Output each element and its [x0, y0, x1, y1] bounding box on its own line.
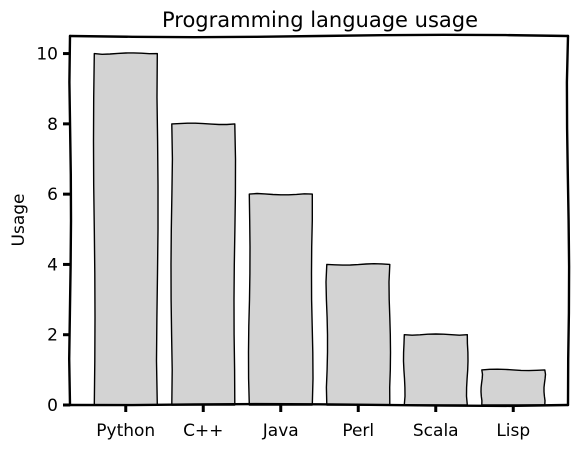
y-tick-label: 2 [47, 326, 58, 346]
bar-python [92, 52, 159, 406]
x-tick-label: Scala [413, 421, 459, 441]
x-axis-ticks: Python C++ Java Perl Scala Lisp [96, 405, 530, 441]
spine-top [68, 33, 570, 39]
spine-bottom [68, 402, 570, 408]
spine-right [565, 34, 571, 407]
y-tick-label: 10 [36, 45, 58, 65]
chart-title: Programming language usage [162, 8, 478, 32]
plot-frame [67, 33, 571, 408]
x-tick-label: Python [96, 421, 155, 441]
x-tick-label: Perl [342, 421, 374, 441]
y-tick-label: 0 [47, 396, 58, 416]
x-tick-label: C++ [183, 421, 223, 441]
y-axis-label: Usage [9, 194, 29, 247]
y-tick-label: 4 [47, 255, 58, 275]
bar-scala [402, 333, 469, 406]
bar-java [247, 192, 314, 406]
x-tick-label: Lisp [496, 421, 530, 441]
bar-c- [170, 122, 237, 406]
x-tick-label: Java [262, 421, 299, 441]
y-axis-ticks: 0 2 4 6 8 10 [36, 45, 70, 416]
y-tick-label: 6 [47, 185, 58, 205]
bar-perl [325, 263, 392, 406]
bars-group [92, 52, 547, 406]
bar-lisp [480, 368, 547, 406]
spine-left [67, 34, 73, 407]
y-tick-label: 8 [47, 115, 58, 135]
